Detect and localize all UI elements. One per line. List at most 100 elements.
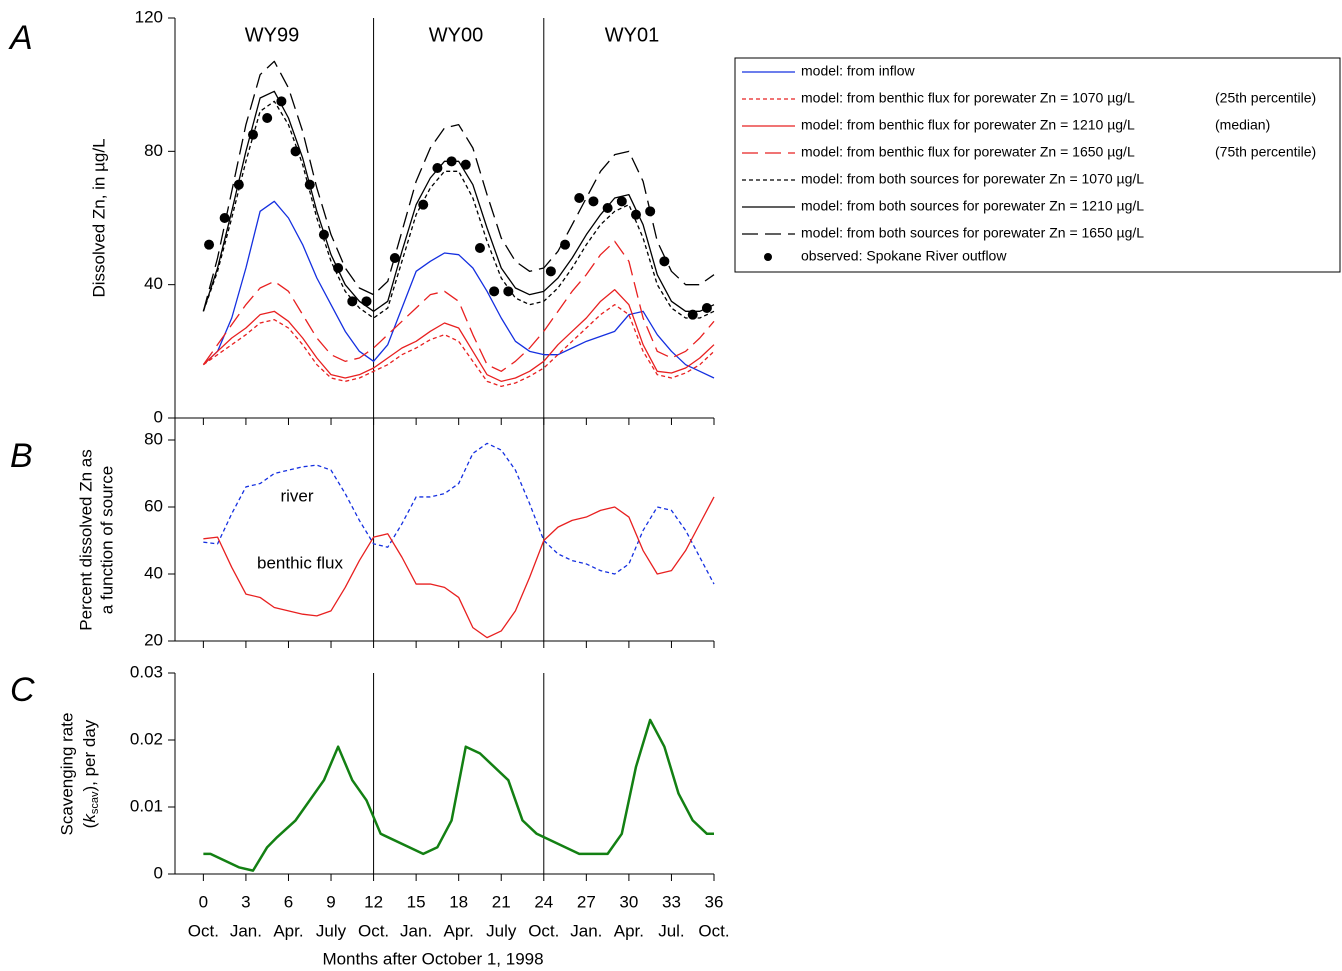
legend-label: model: from inflow — [801, 63, 915, 79]
x-tick-month: Oct. — [698, 921, 729, 940]
x-tick-label: 18 — [449, 892, 468, 911]
y-axis-title: Dissolved Zn, in µg/L — [89, 138, 108, 297]
observed-point — [418, 199, 429, 210]
y-axis-title-part: ( — [80, 822, 99, 828]
x-tick-label: 6 — [284, 892, 293, 911]
series-line — [202, 100, 715, 319]
y-tick-label: 20 — [144, 630, 163, 649]
x-tick-label: 3 — [241, 892, 250, 911]
legend-label: model: from both sources for porewater Z… — [801, 171, 1144, 187]
annotation: benthic flux — [257, 553, 343, 572]
y-axis-title: Percent dissolved Zn as — [76, 449, 95, 630]
series-line — [202, 90, 715, 312]
x-tick-month: Apr. — [614, 921, 644, 940]
legend-note: (median) — [1215, 117, 1270, 133]
y-tick-label: 0.03 — [130, 662, 163, 681]
y-tick-label: 120 — [135, 7, 163, 26]
observed-point — [602, 203, 613, 213]
observed-point — [233, 179, 244, 190]
x-tick-label: 0 — [199, 892, 208, 911]
x-tick-label: 27 — [577, 892, 596, 911]
legend-label: model: from benthic flux for porewater Z… — [801, 117, 1135, 133]
panel-label: B — [10, 437, 33, 475]
observed-point — [204, 239, 215, 250]
y-tick-label: 40 — [144, 563, 163, 582]
x-tick-label: 30 — [619, 892, 638, 911]
legend-marker — [764, 253, 772, 261]
observed-point — [503, 286, 514, 297]
x-tick-month: July — [316, 921, 347, 940]
x-tick-month: Apr. — [444, 921, 474, 940]
legend-label: model: from benthic flux for porewater Z… — [801, 90, 1135, 106]
y-axis-title-part: scav — [89, 791, 101, 814]
x-axis-title: Months after October 1, 1998 — [322, 949, 543, 968]
observed-point — [645, 206, 656, 217]
observed-point — [248, 129, 259, 140]
y-tick-label: 0.01 — [130, 796, 163, 815]
x-tick-label: 36 — [705, 892, 724, 911]
x-tick-month: July — [486, 921, 517, 940]
series-line — [202, 304, 715, 387]
y-tick-label: 80 — [144, 141, 163, 160]
panel-label: C — [10, 671, 35, 709]
observed-point — [347, 296, 358, 307]
observed-point — [333, 263, 344, 273]
observed-point — [432, 163, 443, 173]
legend-note: (75th percentile) — [1215, 144, 1316, 160]
observed-point — [262, 113, 273, 123]
legend-label: observed: Spokane River outflow — [801, 248, 1007, 264]
x-tick-month: Oct. — [528, 921, 559, 940]
series-line — [202, 200, 715, 379]
observed-point — [616, 196, 627, 207]
observed-point — [574, 193, 585, 203]
legend-box — [734, 57, 1341, 273]
observed-point — [446, 156, 457, 167]
legend-label: model: from both sources for porewater Z… — [801, 225, 1144, 241]
y-axis-title-part: ), per day — [80, 719, 99, 791]
y-axis-title: Scavenging rate — [57, 713, 76, 836]
y-tick-label: 60 — [144, 496, 163, 515]
y-axis-title: a function of source — [97, 466, 116, 614]
observed-point — [659, 256, 670, 267]
x-tick-month: Jan. — [400, 921, 432, 940]
x-tick-label: 12 — [364, 892, 383, 911]
observed-point — [701, 303, 712, 313]
series-line — [202, 240, 715, 372]
observed-point — [474, 243, 485, 253]
observed-point — [389, 253, 400, 263]
x-tick-label: 9 — [326, 892, 335, 911]
x-tick-month: Apr. — [273, 921, 303, 940]
x-tick-month: Jan. — [230, 921, 262, 940]
series-line — [203, 442, 715, 585]
observed-point — [219, 213, 230, 223]
y-tick-label: 40 — [144, 274, 163, 293]
series-line — [203, 718, 714, 872]
y-tick-label: 0 — [154, 407, 163, 426]
observed-point — [304, 179, 315, 190]
y-axis-title: (kscav), per day — [80, 719, 100, 828]
observed-point — [361, 296, 372, 307]
y-tick-label: 0.02 — [130, 729, 163, 748]
legend-label: model: from both sources for porewater Z… — [801, 198, 1144, 214]
series-line — [203, 496, 715, 639]
y-axis-title-part: k — [80, 813, 99, 823]
series-line — [202, 289, 715, 382]
observed-point — [588, 196, 599, 207]
x-tick-month: Oct. — [358, 921, 389, 940]
observed-point — [687, 309, 698, 320]
x-tick-month: Jul. — [658, 921, 684, 940]
x-tick-label: 21 — [492, 892, 511, 911]
x-tick-label: 33 — [662, 892, 681, 911]
panel-label: A — [8, 19, 33, 57]
legend-label: model: from benthic flux for porewater Z… — [801, 144, 1135, 160]
legend-note: (25th percentile) — [1215, 90, 1316, 106]
x-tick-label: 24 — [534, 892, 553, 911]
x-tick-label: 15 — [407, 892, 426, 911]
year-label: WY00 — [429, 24, 483, 46]
year-label: WY01 — [605, 24, 659, 46]
observed-point — [630, 209, 641, 220]
observed-point — [560, 239, 571, 250]
y-tick-label: 80 — [144, 429, 163, 448]
observed-point — [460, 159, 471, 170]
